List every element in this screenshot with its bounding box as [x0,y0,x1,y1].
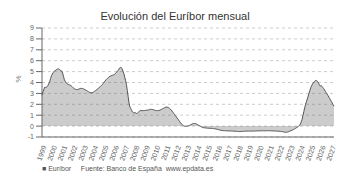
svg-text:2002: 2002 [66,144,79,162]
svg-text:4: 4 [30,79,34,86]
svg-text:2023: 2023 [283,144,296,162]
svg-text:2027: 2027 [325,145,337,162]
svg-text:2010: 2010 [149,144,162,162]
svg-text:%: % [14,75,23,82]
svg-text:5: 5 [30,68,34,75]
svg-text:1: 1 [30,112,34,119]
svg-text:2021: 2021 [263,144,275,162]
svg-text:2004: 2004 [87,144,100,162]
svg-text:2: 2 [30,101,34,108]
svg-text:0: 0 [30,123,34,130]
svg-text:2012: 2012 [170,144,182,162]
svg-text:9: 9 [30,24,34,31]
svg-text:2018: 2018 [232,144,244,162]
html-text:Evolución del Euríbor mensual: Evolución del Euríbor mensual [100,10,250,22]
svg-text:2011: 2011 [159,144,172,162]
svg-text:-1: -1 [28,133,34,140]
svg-text:2015: 2015 [201,144,213,162]
svg-text:2013: 2013 [180,144,193,162]
svg-text:2017: 2017 [221,144,234,162]
svg-text:2014: 2014 [190,144,203,162]
svg-text:3: 3 [30,90,34,97]
svg-text:2020: 2020 [252,144,265,162]
svg-text:1999: 1999 [35,144,48,162]
svg-text:2026: 2026 [314,144,327,162]
svg-text:2009: 2009 [139,144,151,162]
svg-text:2022: 2022 [273,144,286,162]
svg-text:2019: 2019 [242,144,255,162]
svg-text:2005: 2005 [97,144,110,162]
svg-text:2000: 2000 [46,144,58,162]
svg-text:2024: 2024 [294,144,306,162]
html-text:■ Euríbor Fuente: Banco de Esp: ■ Euríbor Fuente: Banco de España www.ep… [42,165,214,172]
svg-text:2016: 2016 [211,144,224,162]
svg-text:2025: 2025 [304,144,317,162]
svg-text:6: 6 [30,57,34,64]
svg-text:2001: 2001 [56,144,69,162]
svg-text:2007: 2007 [118,144,131,162]
svg-text:8: 8 [30,35,34,42]
svg-text:7: 7 [30,46,34,53]
svg-text:2008: 2008 [128,144,141,162]
svg-text:2003: 2003 [77,144,89,162]
svg-text:2006: 2006 [108,144,120,162]
